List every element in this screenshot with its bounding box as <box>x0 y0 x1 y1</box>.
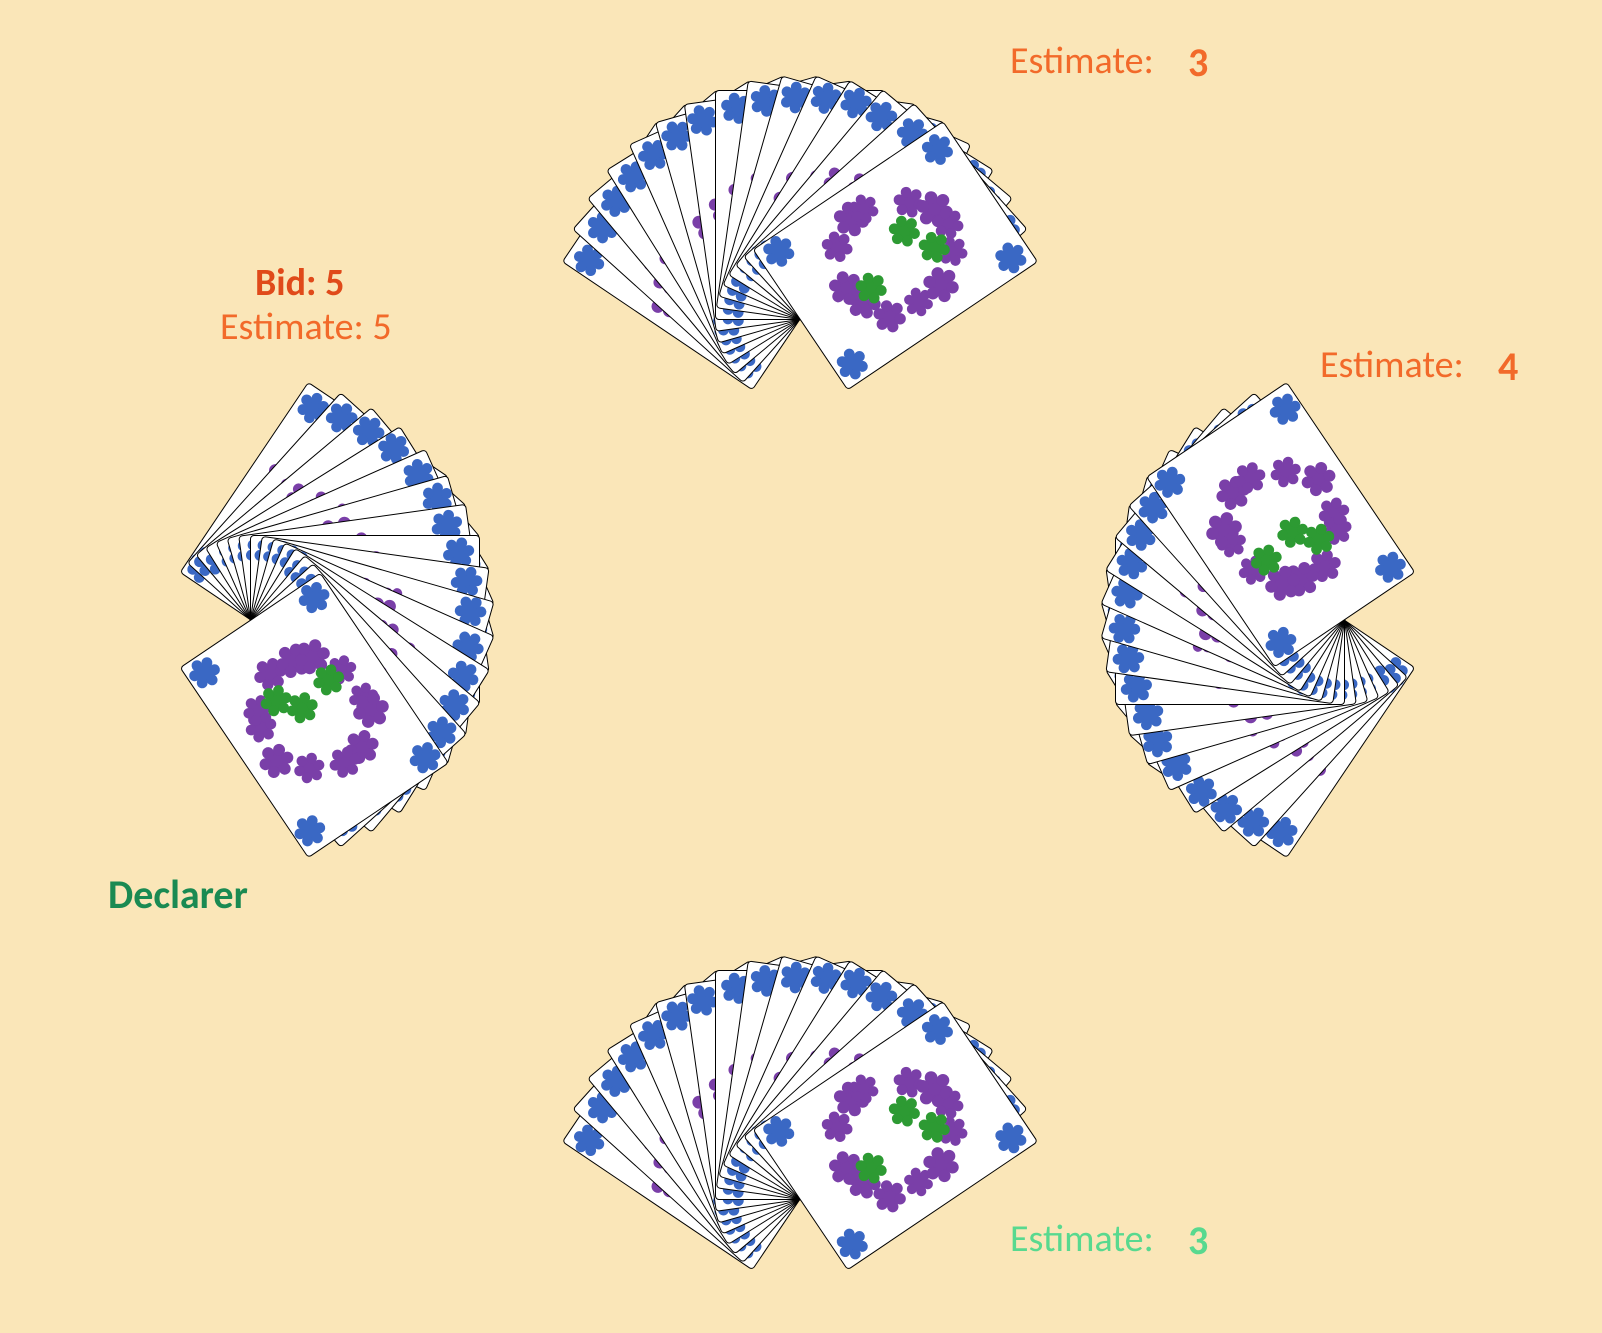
west-bid-label: Bid: 5 <box>255 260 344 306</box>
west-declarer-label: Declarer <box>108 870 248 919</box>
south-estimate-value: 3 <box>1188 1216 1208 1265</box>
north-estimate-value: 3 <box>1188 38 1208 87</box>
east-estimate-value: 4 <box>1498 342 1518 391</box>
south-estimate-label: Estimate: <box>1010 1216 1154 1262</box>
east-estimate-label: Estimate: <box>1320 342 1464 388</box>
west-estimate-label: Estimate: 5 <box>220 304 392 350</box>
north-estimate-label: Estimate: <box>1010 38 1154 84</box>
